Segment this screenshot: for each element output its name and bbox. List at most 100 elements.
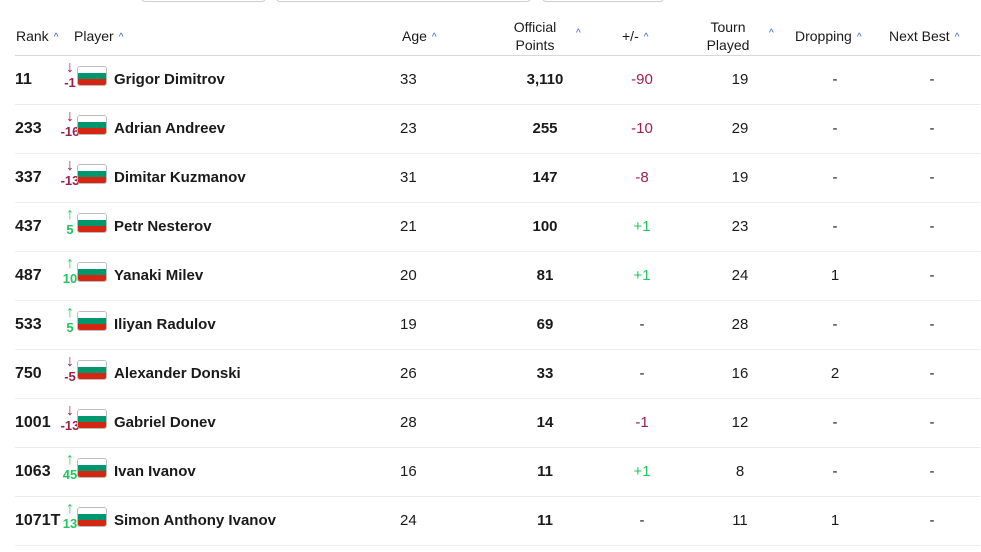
rank-cell: 1001	[15, 414, 51, 431]
next-best-cell: -	[929, 414, 935, 431]
caret-up-icon[interactable]: ^	[576, 28, 581, 39]
rank-movement: ↑ 10	[59, 256, 81, 286]
bulgaria-flag-icon	[77, 213, 107, 233]
table-row[interactable]: 533 ↑ 5 Iliyan Radulov 19 69 - 28 - -	[15, 301, 980, 350]
rank-movement-value: 45	[62, 467, 78, 482]
next-best-header-label: Next Best	[889, 28, 950, 44]
bulgaria-flag-icon	[77, 409, 107, 429]
caret-up-icon: ^	[856, 32, 862, 43]
next-best-cell: -	[929, 71, 935, 88]
next-best-cell: -	[929, 267, 935, 284]
points-header-line1: Official	[513, 19, 557, 35]
rank-movement-value: -13	[60, 173, 80, 188]
points-cell: 11	[537, 512, 553, 529]
arrow-up-icon: ↑	[66, 304, 74, 321]
age-cell: 28	[400, 414, 417, 431]
next-best-cell: -	[929, 512, 935, 529]
played-column-header[interactable]: Tourn Played	[698, 18, 758, 54]
table-row[interactable]: 1063 ↑ 45 Ivan Ivanov 16 11 +1 8 - -	[15, 448, 980, 497]
arrow-up-icon: ↑	[66, 500, 74, 517]
points-delta-cell: -1	[635, 414, 649, 431]
bulgaria-flag-icon	[77, 458, 107, 478]
age-header-label: Age	[402, 28, 427, 44]
points-cell: 100	[532, 218, 558, 235]
table-row[interactable]: 750 ↓ -5 Alexander Donski 26 33 - 16 2 -	[15, 350, 980, 399]
player-name-link[interactable]: Simon Anthony Ivanov	[114, 512, 276, 529]
tournaments-played-cell: 24	[731, 267, 749, 284]
player-name-link[interactable]: Dimitar Kuzmanov	[114, 169, 246, 186]
played-header-line2: Played	[706, 37, 750, 53]
rank-column-header[interactable]: Rank ^	[16, 27, 58, 48]
rank-movement-value: 5	[66, 222, 74, 237]
rank-movement-value: -5	[64, 369, 76, 384]
bulgaria-flag-icon	[77, 66, 107, 86]
age-cell: 16	[400, 463, 417, 480]
rankings-table: Rank ^ Player ^ Age ^ Official Points ^ +/-…	[15, 15, 980, 546]
rank-movement: ↓ -5	[59, 354, 81, 384]
bulgaria-flag-icon	[77, 311, 107, 331]
table-row[interactable]: 437 ↑ 5 Petr Nesterov 21 100 +1 23 - -	[15, 203, 980, 252]
points-cell: 33	[536, 365, 554, 382]
points-delta-cell: +1	[633, 218, 651, 235]
next-best-cell: -	[929, 365, 935, 382]
table-row[interactable]: 233 ↓ -16 Adrian Andreev 23 255 -10 29 - -	[15, 105, 980, 154]
filter-dropdown-2[interactable]	[276, 0, 531, 2]
player-name-link[interactable]: Gabriel Donev	[114, 414, 216, 431]
rank-movement-value: -1	[64, 75, 76, 90]
player-name-link[interactable]: Yanaki Milev	[114, 267, 204, 284]
points-cell: 14	[536, 414, 554, 431]
rank-movement-value: 5	[66, 320, 74, 335]
age-cell: 23	[400, 120, 417, 137]
age-cell: 33	[400, 71, 417, 88]
filter-dropdown-1[interactable]	[141, 0, 266, 2]
dropping-cell: 1	[830, 512, 840, 529]
delta-column-header[interactable]: +/- ^	[622, 27, 648, 48]
rank-movement: ↓ -1	[59, 60, 81, 90]
age-column-header[interactable]: Age ^	[402, 27, 437, 48]
player-name-link[interactable]: Grigor Dimitrov	[114, 71, 225, 88]
player-name-link[interactable]: Adrian Andreev	[114, 120, 226, 137]
rank-cell: 437	[15, 218, 42, 235]
table-row[interactable]: 1071T ↑ 13 Simon Anthony Ivanov 24 11-11 1-	[15, 497, 980, 546]
next-best-column-header[interactable]: Next Best ^	[889, 27, 959, 48]
played-header-line1: Tourn	[710, 19, 746, 35]
dropping-cell: -	[832, 71, 838, 88]
dropping-cell: -	[832, 169, 838, 186]
points-cell: 255	[532, 120, 558, 137]
next-best-cell: -	[929, 463, 935, 480]
points-cell: 81	[536, 267, 554, 284]
rank-cell: 337	[15, 169, 42, 186]
points-delta-cell: -90	[631, 71, 653, 88]
points-cell: 11	[537, 463, 553, 480]
dropping-column-header[interactable]: Dropping ^	[795, 27, 862, 48]
player-name-link[interactable]: Petr Nesterov	[114, 218, 212, 235]
rank-cell: 533	[15, 316, 42, 333]
rank-movement: ↑ 5	[59, 207, 81, 237]
arrow-down-icon: ↓	[66, 157, 74, 174]
filter-dropdown-3[interactable]	[542, 0, 664, 2]
player-column-header[interactable]: Player ^	[74, 27, 123, 48]
points-cell: 69	[536, 316, 554, 333]
table-row[interactable]: 11 ↓ -1 Grigor Dimitrov 33 3,110 -90 19 - -	[15, 56, 980, 105]
bulgaria-flag-icon	[77, 360, 107, 380]
age-cell: 21	[400, 218, 417, 235]
table-row[interactable]: 1001 ↓ -13 Gabriel Donev 28 14 -1 12 - -	[15, 399, 980, 448]
rank-movement-value: -13	[60, 418, 80, 433]
table-row[interactable]: 337 ↓ -13 Dimitar Kuzmanov 31 147 -8 19 - -	[15, 154, 980, 203]
player-name-link[interactable]: Iliyan Radulov	[114, 316, 216, 333]
player-name-link[interactable]: Alexander Donski	[114, 365, 241, 382]
tournaments-played-cell: 8	[735, 463, 745, 480]
points-column-header[interactable]: Official Points	[505, 18, 565, 54]
table-row[interactable]: 487 ↑ 10 Yanaki Milev 20 81 +1 24 1 -	[15, 252, 980, 301]
points-delta-cell: -10	[631, 120, 653, 137]
caret-up-icon[interactable]: ^	[769, 28, 774, 39]
points-header-line2: Points	[515, 37, 555, 53]
bulgaria-flag-icon	[77, 115, 107, 135]
tournaments-played-cell: 19	[731, 169, 749, 186]
tournaments-played-cell: 23	[731, 218, 749, 235]
rank-cell: 487	[15, 267, 42, 284]
age-cell: 19	[400, 316, 417, 333]
player-name-link[interactable]: Ivan Ivanov	[114, 463, 196, 480]
rank-cell: 11	[15, 71, 32, 88]
bulgaria-flag-icon	[77, 507, 107, 527]
